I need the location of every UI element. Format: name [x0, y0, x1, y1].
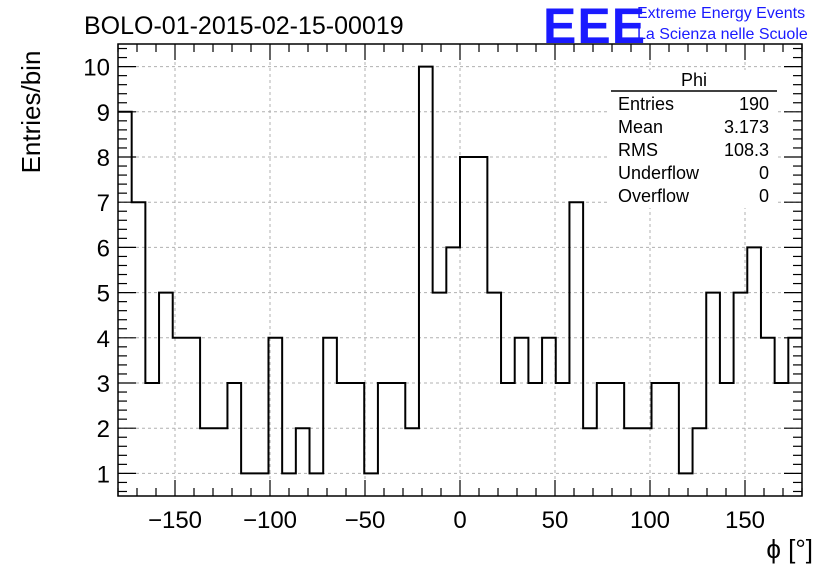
stats-value-rms: 108.3 [724, 140, 769, 160]
histogram-bin [528, 383, 542, 496]
stats-label-entries: Entries [618, 94, 674, 114]
y-tick-label: 7 [97, 190, 110, 217]
histogram-bin [446, 247, 460, 496]
y-tick-label: 2 [97, 416, 110, 443]
eee-logo: EEE [543, 0, 646, 54]
stats-value-underflow: 0 [759, 163, 769, 183]
histogram-bin [788, 338, 802, 496]
histogram-bin [693, 428, 707, 496]
histogram-bin [282, 473, 296, 496]
y-axis-label: Entries/bin [16, 51, 46, 174]
y-tick-labels: 1 2 3 4 5 6 7 8 9 10 [83, 55, 110, 489]
histogram-bin [775, 383, 789, 496]
histogram-bin [200, 428, 214, 496]
histogram-bin [706, 293, 720, 496]
histogram-bin [392, 383, 406, 496]
x-tick-label: −100 [243, 507, 297, 534]
histogram-bin [419, 67, 433, 496]
histogram-step-line [118, 65, 802, 475]
x-tick-label: −150 [148, 507, 202, 534]
stats-value-overflow: 0 [759, 186, 769, 206]
histogram-bin [132, 202, 146, 496]
histogram-bin [378, 383, 392, 496]
stats-value-entries: 190 [739, 94, 769, 114]
y-tick-label: 5 [97, 281, 110, 308]
histogram-bin [638, 428, 652, 496]
histogram-bin [569, 202, 583, 496]
histogram-bin [597, 383, 611, 496]
histogram-bin [405, 428, 419, 496]
histogram-bin [734, 293, 748, 496]
stats-box-background [610, 70, 778, 208]
histogram-bin [747, 247, 761, 496]
histogram-bin [159, 293, 173, 496]
histogram-bin [145, 383, 159, 496]
x-tick-label: 100 [630, 507, 670, 534]
histogram-bin [214, 428, 228, 496]
histogram-bin [761, 338, 775, 496]
y-tick-label: 6 [97, 235, 110, 262]
y-tick-label: 9 [97, 100, 110, 127]
histogram-bin [665, 383, 679, 496]
histogram-bin [624, 428, 638, 496]
histogram-bin [474, 157, 488, 496]
histogram-bin [501, 383, 515, 496]
y-tick-label: 3 [97, 371, 110, 398]
histogram-bin [173, 338, 187, 496]
histogram-bin [610, 383, 624, 496]
histogram-bin [186, 338, 200, 496]
logo-line-1: Extreme Energy Events [637, 5, 805, 22]
histogram-bin [268, 338, 282, 496]
chart-title: BOLO-01-2015-02-15-00019 [84, 12, 404, 40]
histogram-bin [487, 293, 501, 496]
x-tick-label: −50 [345, 507, 386, 534]
y-tick-label: 4 [97, 326, 110, 353]
histogram-bin [227, 383, 241, 496]
stats-label-overflow: Overflow [618, 186, 690, 206]
histogram-bin [433, 293, 447, 496]
logo-line-2: La Scienza nelle Scuole [637, 26, 808, 43]
y-tick-label: 8 [97, 145, 110, 172]
y-tick-label: 10 [83, 55, 110, 82]
x-tick-labels: −150 −100 −50 0 50 100 150 [148, 507, 765, 534]
stats-box: Phi Entries 190 Mean 3.173 RMS 108.3 Und… [610, 70, 778, 208]
histogram-bin [720, 383, 734, 496]
x-tick-label: 0 [453, 507, 466, 534]
histogram-bin [460, 157, 474, 496]
histogram-bin [118, 112, 132, 496]
stats-label-mean: Mean [618, 117, 663, 137]
histogram-bin [323, 338, 337, 496]
stats-label-underflow: Underflow [618, 163, 700, 183]
histogram-bin [679, 473, 693, 496]
x-tick-label: 50 [542, 507, 569, 534]
stats-label-rms: RMS [618, 140, 658, 160]
x-axis-label: ϕ [°] [766, 534, 813, 564]
stats-value-mean: 3.173 [724, 117, 769, 137]
histogram-bin [255, 473, 269, 496]
x-tick-label: 150 [725, 507, 765, 534]
stats-title: Phi [681, 70, 707, 90]
histogram-bin [351, 383, 365, 496]
histogram-bin [310, 473, 324, 496]
histogram-bin [652, 383, 666, 496]
histogram-bin [583, 428, 597, 496]
histogram-bin [241, 473, 255, 496]
plot-frame [117, 43, 803, 497]
histogram-bin [556, 383, 570, 496]
histogram-bin [542, 338, 556, 496]
histogram-bin [364, 473, 378, 496]
histogram-bin [337, 383, 351, 496]
histogram-bin [296, 428, 310, 496]
y-tick-label: 1 [97, 461, 110, 488]
histogram-bin [515, 338, 529, 496]
